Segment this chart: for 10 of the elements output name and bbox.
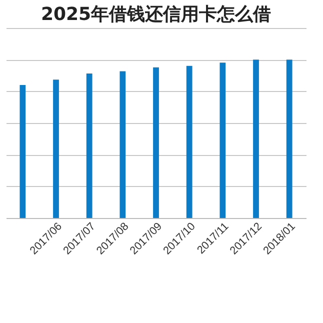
bar [286, 60, 292, 218]
bar [20, 85, 26, 218]
bar [53, 80, 59, 218]
bar [253, 60, 259, 218]
chart-title: 2025年借钱还信用卡怎么借 [40, 4, 272, 25]
bar [186, 66, 192, 218]
bar [153, 67, 159, 218]
bar [220, 62, 226, 218]
bar [120, 71, 126, 218]
bar [86, 73, 92, 218]
